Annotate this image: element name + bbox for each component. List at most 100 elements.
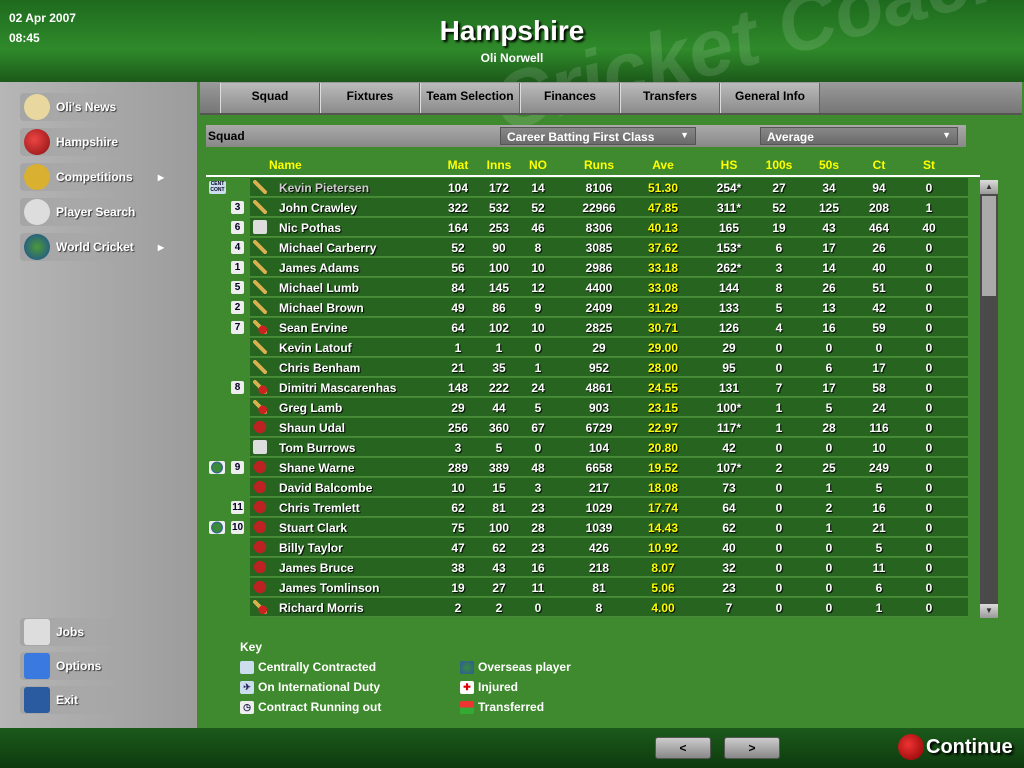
table-row[interactable]: 7 Sean Ervine 64 102 10 2825 30.71 126 4 16 59 0: [206, 318, 980, 338]
table-row[interactable]: 8 Dimitri Mascarenhas 148 222 24 4861 24.55 131…: [206, 378, 980, 398]
player-name[interactable]: Shane Warne: [279, 461, 355, 475]
tab-team-selection[interactable]: Team Selection: [420, 83, 520, 113]
column-header-runs[interactable]: Runs: [584, 158, 614, 172]
player-name[interactable]: Billy Taylor: [279, 541, 343, 555]
player-name[interactable]: Kevin Latouf: [279, 341, 352, 355]
column-header-name[interactable]: Name: [269, 158, 302, 172]
column-header-mat[interactable]: Mat: [447, 158, 469, 172]
player-name[interactable]: Michael Lumb: [279, 281, 360, 295]
sidebar-item-jobs[interactable]: Jobs: [20, 618, 156, 646]
sort-value: Average: [767, 130, 814, 144]
column-header-ct[interactable]: Ct: [872, 158, 886, 172]
scroll-up-button[interactable]: ▲: [980, 180, 998, 194]
column-header-ave[interactable]: Ave: [652, 158, 674, 172]
table-row[interactable]: Chris Benham 21 35 1 952 28.00 95 0 6 17 0: [206, 358, 980, 378]
sidebar-item-oli-s-news[interactable]: Oli's News: [20, 93, 156, 121]
table-row[interactable]: Shaun Udal 256 360 67 6729 22.97 117* 1 28 116 0: [206, 418, 980, 438]
table-row[interactable]: 5 Michael Lumb 84 145 12 4400 33.08 144 8 26 51 0: [206, 278, 980, 298]
column-header-st[interactable]: St: [923, 158, 935, 172]
table-row[interactable]: 11 Chris Tremlett 62 81 23 1029 17.74 64 0 2 16 0: [206, 498, 980, 518]
player-name[interactable]: David Balcombe: [279, 481, 373, 495]
column-header-100s[interactable]: 100s: [765, 158, 793, 172]
sort-dropdown[interactable]: Average ▼: [760, 127, 958, 145]
previous-button[interactable]: <: [655, 737, 711, 759]
column-header-hs[interactable]: HS: [720, 158, 738, 172]
table-row[interactable]: 6 Nic Pothas 164 253 46 8306 40.13 165 19 43 464 40: [206, 218, 980, 238]
table-row[interactable]: 3 John Crawley 322 532 52 22966 47.85 311* 52 125…: [206, 198, 980, 218]
next-button[interactable]: >: [724, 737, 780, 759]
stat-inns: 35: [492, 361, 506, 375]
tab-general-info[interactable]: General Info: [720, 83, 820, 113]
table-row[interactable]: 4 Michael Carberry 52 90 8 3085 37.62 153* 6 17 26…: [206, 238, 980, 258]
table-row[interactable]: 2 Michael Brown 49 86 9 2409 31.29 133 5 13 42 0: [206, 298, 980, 318]
player-name[interactable]: Shaun Udal: [279, 421, 346, 435]
tab-finances[interactable]: Finances: [520, 83, 620, 113]
table-row[interactable]: Tom Burrows 3 5 0 104 20.80 42 0 0 10 0: [206, 438, 980, 458]
player-name[interactable]: Michael Brown: [279, 301, 364, 315]
player-name[interactable]: Sean Ervine: [279, 321, 348, 335]
column-header-inns[interactable]: Inns: [486, 158, 512, 172]
sidebar-item-competitions[interactable]: Competitions ▶: [20, 163, 164, 191]
stat-runs: 6658: [585, 461, 613, 475]
stat-100s: 0: [775, 581, 783, 595]
player-name[interactable]: Dimitri Mascarenhas: [279, 381, 397, 395]
scroll-down-button[interactable]: ▼: [980, 604, 998, 618]
tab-transfers[interactable]: Transfers: [620, 83, 720, 113]
table-row[interactable]: Billy Taylor 47 62 23 426 10.92 40 0 0 5 0: [206, 538, 980, 558]
player-name[interactable]: Chris Tremlett: [279, 501, 360, 515]
sidebar-item-world-cricket[interactable]: World Cricket ▶: [20, 233, 164, 261]
table-row[interactable]: James Tomlinson 19 27 11 81 5.06 23 0 0 6 0: [206, 578, 980, 598]
stat-inns: 253: [488, 221, 510, 235]
tab-fixtures[interactable]: Fixtures: [320, 83, 420, 113]
sidebar-item-hampshire[interactable]: Hampshire: [20, 128, 156, 156]
stat-ave: 18.08: [647, 481, 679, 495]
scrollbar[interactable]: ▲ ▼: [980, 180, 998, 618]
player-name[interactable]: John Crawley: [279, 201, 358, 215]
player-name[interactable]: Richard Morris: [279, 601, 364, 615]
stat-st: 0: [925, 581, 933, 595]
stat-50s: 6: [825, 361, 833, 375]
player-name[interactable]: Tom Burrows: [279, 441, 356, 455]
shirt-number-badge: 11: [231, 501, 244, 514]
column-header-50s[interactable]: 50s: [818, 158, 840, 172]
sidebar-item-player-search[interactable]: Player Search: [20, 198, 156, 226]
stat-inns: 100: [488, 521, 510, 535]
player-name[interactable]: Greg Lamb: [279, 401, 343, 415]
stat-100s: 0: [775, 521, 783, 535]
table-row[interactable]: 1 James Adams 56 100 10 2986 33.18 262* 3 14 40 0: [206, 258, 980, 278]
continue-button[interactable]: Continue: [898, 731, 1022, 763]
sidebar-item-exit[interactable]: Exit: [20, 686, 156, 714]
table-row[interactable]: Kevin Latouf 1 1 0 29 29.00 29 0 0 0 0: [206, 338, 980, 358]
batsman-icon: [253, 180, 267, 194]
stat-50s: 5: [825, 401, 833, 415]
scroll-thumb[interactable]: [982, 196, 996, 296]
table-row[interactable]: Greg Lamb 29 44 5 903 23.15 100* 1 5 24 0: [206, 398, 980, 418]
table-row[interactable]: CENT CONT Kevin Pietersen 104 172 14 8106 51.3…: [206, 178, 980, 198]
stat-ave: 30.71: [647, 321, 679, 335]
player-name[interactable]: Stuart Clark: [279, 521, 348, 535]
player-name[interactable]: James Adams: [279, 261, 360, 275]
stats-type-dropdown[interactable]: Career Batting First Class ▼: [500, 127, 696, 145]
table-row[interactable]: 10 Stuart Clark 75 100 28 1039 14.43 62 0 1 21 0: [206, 518, 980, 538]
player-name[interactable]: Kevin Pietersen: [279, 181, 370, 195]
filter-label: Squad: [208, 129, 245, 143]
player-name[interactable]: James Tomlinson: [279, 581, 380, 595]
player-name[interactable]: Chris Benham: [279, 361, 361, 375]
player-name[interactable]: Michael Carberry: [279, 241, 377, 255]
table-row[interactable]: James Bruce 38 43 16 218 8.07 32 0 0 11 0: [206, 558, 980, 578]
stat-mat: 10: [451, 481, 465, 495]
column-header-no[interactable]: NO: [529, 158, 547, 172]
sidebar-item-options[interactable]: Options: [20, 652, 156, 680]
player-name[interactable]: Nic Pothas: [279, 221, 342, 235]
stat-inns: 86: [492, 301, 506, 315]
table-row[interactable]: Richard Morris 2 2 0 8 4.00 7 0 0 1 0: [206, 598, 980, 618]
stat-50s: 17: [822, 381, 836, 395]
stat-50s: 25: [822, 461, 836, 475]
tab-squad[interactable]: Squad: [220, 83, 320, 113]
stat-50s: 1: [825, 481, 833, 495]
stat-no: 0: [534, 441, 542, 455]
stat-runs: 4400: [585, 281, 613, 295]
player-name[interactable]: James Bruce: [279, 561, 354, 575]
table-row[interactable]: 9 Shane Warne 289 389 48 6658 19.52 107* 2 25 249 0: [206, 458, 980, 478]
table-row[interactable]: David Balcombe 10 15 3 217 18.08 73 0 1 5 0: [206, 478, 980, 498]
